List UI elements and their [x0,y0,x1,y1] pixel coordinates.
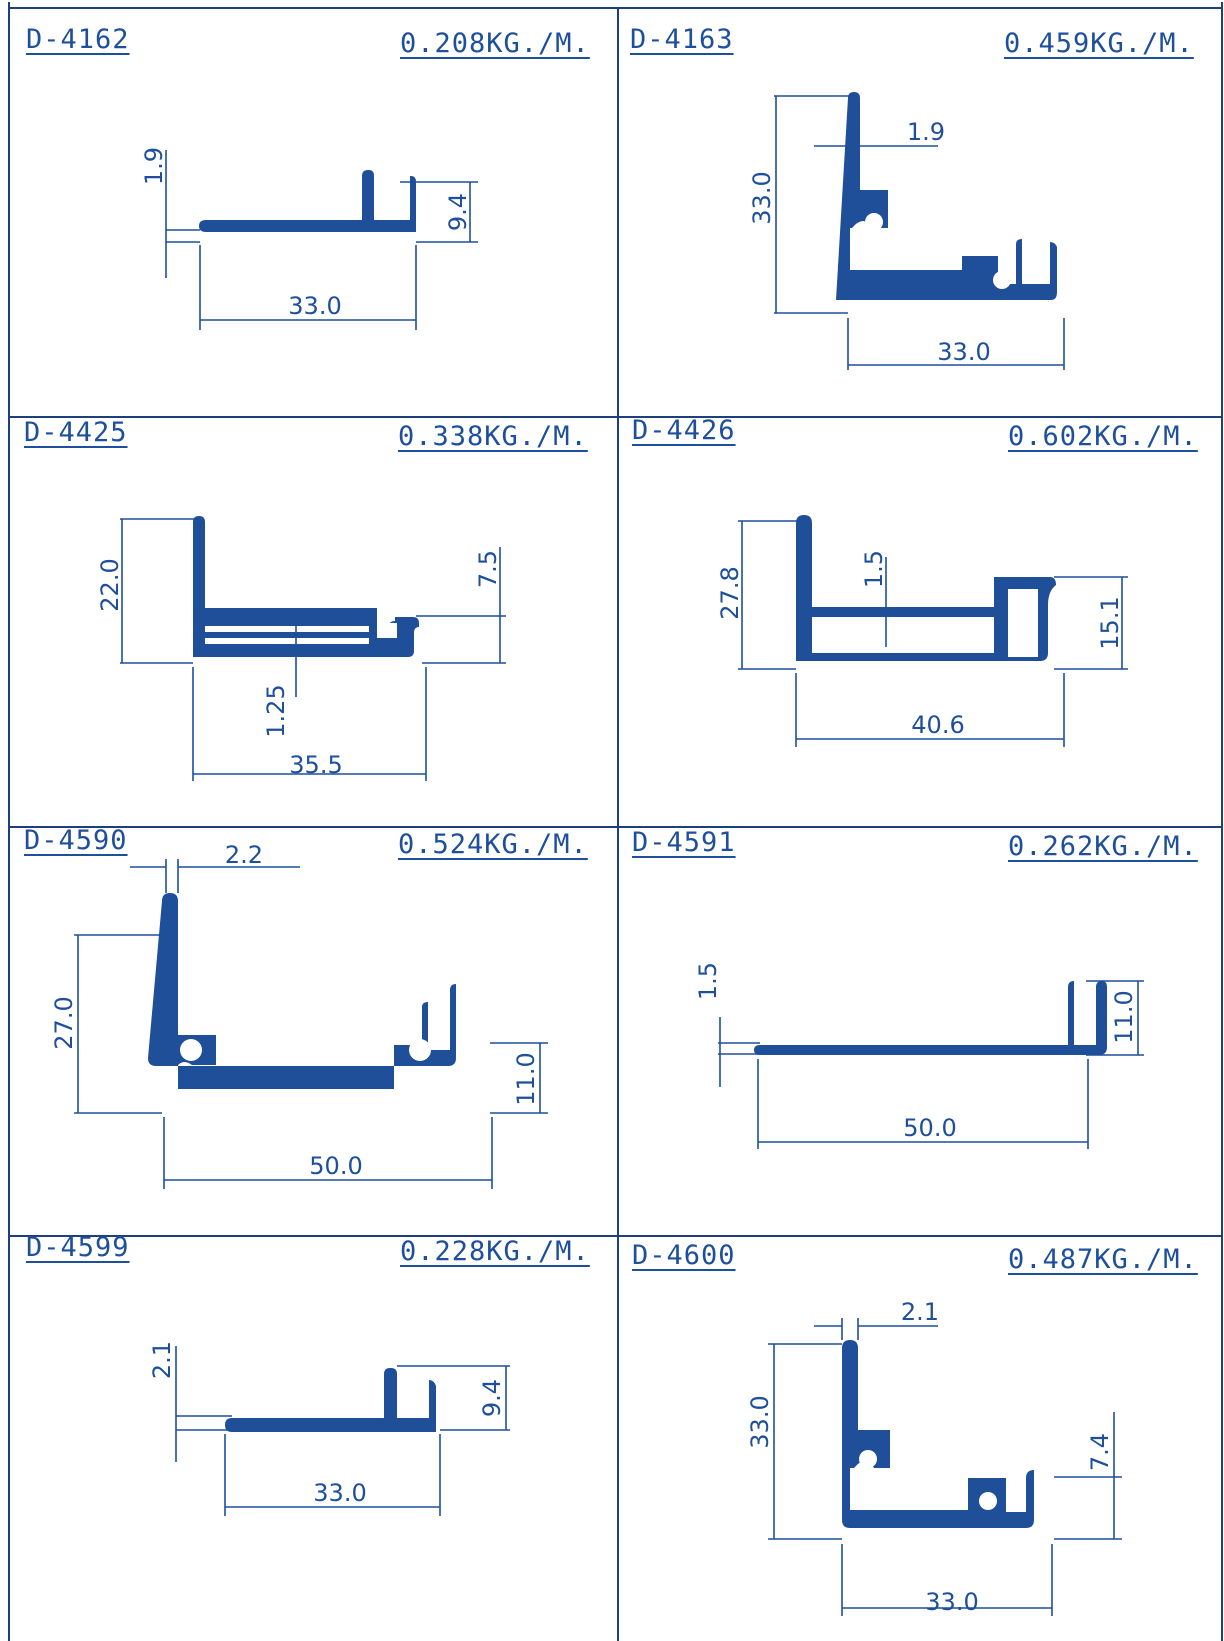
dim-label: 27.0 [50,996,78,1049]
profile-cell-d4599: D-4599 0.228KG./M. 2.1 9.4 33.0 [0,1232,618,1641]
profile-drawing-d4599: 2.1 9.4 33.0 [148,1341,510,1516]
dim-label: 33.0 [748,171,776,224]
profile-cell-d4591: D-4591 0.262KG./M. 1.5 11.0 50.0 [618,827,1222,1236]
dim-label: 15.1 [1096,596,1124,649]
dim-label: 40.6 [911,711,964,739]
profile-code: D-4426 [632,415,736,446]
dim-label: 11.0 [512,1052,540,1105]
profile-weight: 0.228KG./M. [400,1236,590,1267]
profile-code: D-4162 [26,24,130,55]
profile-weight: 0.487KG./M. [1008,1244,1198,1275]
dim-label: 1.5 [860,550,888,588]
profile-weight: 0.459KG./M. [1004,28,1194,59]
dim-label: 9.4 [444,193,472,231]
dim-label: 22.0 [96,558,124,611]
profile-code: D-4425 [24,417,128,448]
profile-weight: 0.262KG./M. [1008,831,1198,862]
dim-label: 33.0 [746,1395,774,1448]
profile-cell-d4163: D-4163 0.459KG./M. 33.0 1.9 33.0 [618,0,1222,417]
dim-label: 50.0 [903,1114,956,1142]
profile-weight: 0.524KG./M. [398,829,588,860]
dim-label: 50.0 [309,1152,362,1180]
dim-label: 1.5 [694,962,722,1000]
profile-cell-d4600: D-4600 0.487KG./M. [618,1236,1222,1641]
dim-label: 1.9 [140,147,168,185]
profile-drawing-d4163: 33.0 1.9 33.0 [748,92,1065,370]
profile-cell-d4590: D-4590 0.524KG./M. [0,825,618,1236]
profile-drawing-d4425: 22.0 7.5 1.25 35.5 [96,516,506,781]
profile-weight: 0.208KG./M. [400,28,590,59]
profile-cell-d4425: D-4425 0.338KG./M. 22.0 7.5 [0,417,618,827]
profile-weight: 0.338KG./M. [398,421,588,452]
profile-code: D-4590 [24,825,128,856]
dim-label: 9.4 [478,1379,506,1417]
profile-cell-d4426: D-4426 0.602KG./M. 27.8 1.5 15.1 [618,415,1222,827]
dim-label: 2.2 [225,841,263,869]
profile-code: D-4163 [630,24,734,55]
dim-label: 11.0 [1110,990,1138,1043]
dim-label: 7.5 [474,550,502,588]
dim-label: 33.0 [925,1588,978,1616]
profile-drawing-d4590: 2.2 27.0 11.0 50.0 [50,841,548,1189]
profile-drawing-d4591: 1.5 11.0 50.0 [694,962,1144,1149]
profile-weight: 0.602KG./M. [1008,421,1198,452]
profile-code: D-4591 [632,827,736,858]
dim-label: 27.8 [716,566,744,619]
dim-label: 7.4 [1086,1433,1114,1471]
profile-cell-d4162: D-4162 0.208KG./M. 1.9 9.4 33.0 [0,0,618,417]
dim-label: 1.9 [907,118,945,146]
dim-label: 33.0 [937,338,990,366]
dim-label: 2.1 [901,1298,939,1326]
dim-label: 2.1 [148,1341,176,1379]
dim-label: 33.0 [288,292,341,320]
profile-code: D-4599 [26,1232,130,1263]
profile-drawing-d4600: 2.1 33.0 7.4 33.0 [746,1298,1122,1616]
dim-label: 33.0 [313,1479,366,1507]
dim-label: 35.5 [289,751,342,779]
profile-drawing-d4426: 27.8 1.5 15.1 40.6 [716,515,1128,747]
dim-label: 1.25 [262,684,290,737]
profile-drawing-d4162: 1.9 9.4 33.0 [140,147,478,330]
profile-code: D-4600 [632,1240,736,1271]
